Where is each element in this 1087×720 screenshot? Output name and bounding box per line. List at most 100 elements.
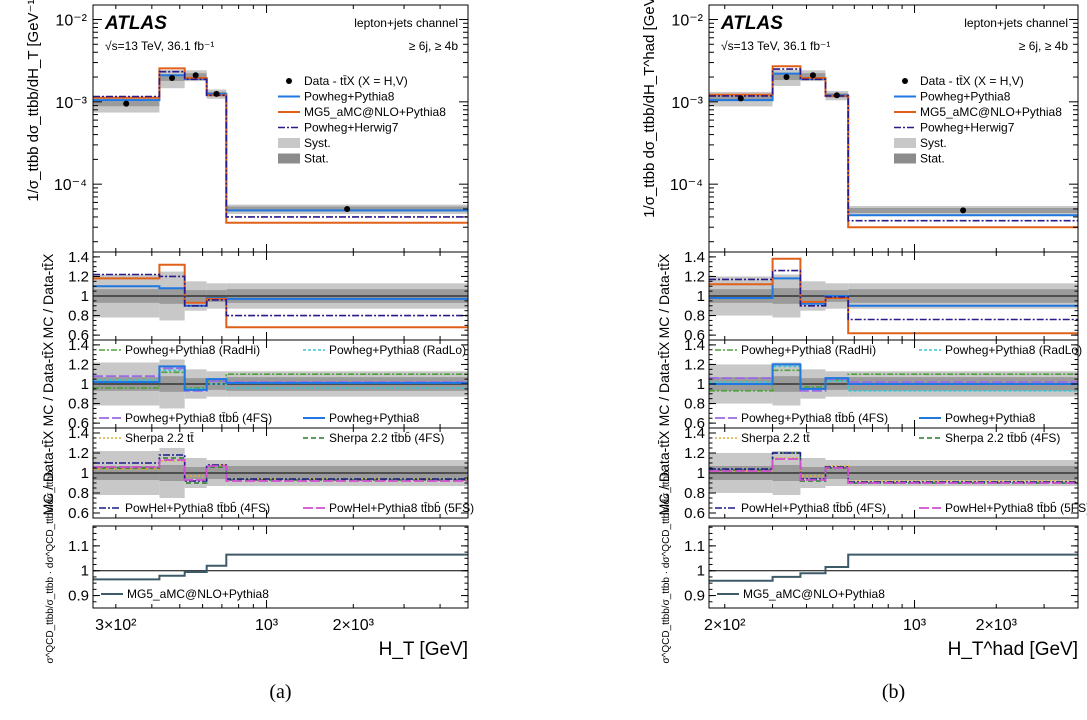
legend-label-powheg-herwig7: Powheg+Herwig7 bbox=[920, 121, 1015, 135]
selection-label: ≥ 6j, ≥ 4b bbox=[1019, 39, 1069, 53]
legend-label-powheg-pythia8-radhi: Powheg+Pythia8 (RadHi) bbox=[125, 343, 260, 357]
ratio-content bbox=[93, 448, 468, 498]
panel-a: 10⁻⁴ 10⁻³ 10⁻² 1/σ_ttbb dσ_ttbb/dH_T [GeV⁻¹… bbox=[25, 0, 474, 703]
qcd-ratio-panel: 0.9 1 1.1 σ^QCD_ttbb/σ_ttbb · dσ^QCD_ttbb/d… bbox=[661, 470, 1079, 664]
x-tick-label: 2×10² bbox=[704, 617, 746, 634]
y-tick-label: 1 bbox=[697, 288, 705, 305]
panel-b: 10⁻⁴ 10⁻³ 10⁻² 1/σ_ttbb dσ_ttbb/dH_T^had [G… bbox=[641, 0, 1087, 703]
series-powheg-herwig7 bbox=[709, 68, 1078, 222]
data-point bbox=[960, 207, 967, 214]
y-tick-label: 0.8 bbox=[68, 485, 89, 502]
y-tick-label: 1.4 bbox=[68, 249, 89, 266]
y-tick-label: 0.8 bbox=[68, 308, 89, 325]
series-powheg-pythia8 bbox=[93, 365, 468, 391]
legend-label-powheg-pythia8-radlo: Powheg+Pythia8 (RadLo) bbox=[329, 343, 466, 357]
y-tick-label: 1.1 bbox=[684, 538, 705, 555]
y-tick-label: 10⁻⁴ bbox=[670, 177, 703, 194]
channel-label: lepton+jets channel bbox=[964, 16, 1068, 30]
qcd-ratio-y-label: σ^QCD_ttbb/σ_ttbb · dσ^QCD_ttbb/dσ_ttbb bbox=[661, 470, 672, 663]
ratio-y-label: MC / Data-tt̄X bbox=[40, 430, 56, 515]
y-tick-label: 0.8 bbox=[68, 396, 89, 413]
y-tick-label: 1.4 bbox=[684, 425, 705, 442]
legend-label-data: Data - tt̄X (X = H,V) bbox=[304, 74, 408, 88]
ratio-y-label: MC / Data-tt̄X bbox=[40, 253, 56, 338]
x-axis-label: H_T [GeV] bbox=[379, 639, 468, 660]
legend-swatch-data bbox=[286, 78, 292, 84]
y-tick-label: 1.2 bbox=[684, 356, 705, 373]
x-tick-label: 10³ bbox=[255, 617, 279, 634]
legend-swatch-stat bbox=[894, 153, 916, 164]
series-powheg-pythia8 bbox=[709, 363, 1078, 390]
legend-label-powheg-pythia8-radhi: Powheg+Pythia8 (RadHi) bbox=[741, 343, 876, 357]
legend-swatch-syst bbox=[894, 138, 916, 148]
series-qcd-mg5-amc-nlo-pythia8 bbox=[93, 553, 468, 581]
data-point bbox=[833, 92, 840, 99]
ratio-panel-r3: 0.6 0.8 1 1.2 1.4 MC / Data-tt̄X Sherpa 2.2 tt… bbox=[656, 425, 1087, 522]
ratio-panel-r1: 0.6 0.8 1 1.2 1.4 MC / Data-tt̄X bbox=[40, 249, 469, 344]
legend-label-powheg-pythia8-tt-bb-4fs: Powheg+Pythia8 tt̄bb̄ (4FS) bbox=[741, 411, 888, 425]
y-tick-label: 0.6 bbox=[68, 327, 89, 344]
legend-label-mg5-amc-nlo-pythia8: MG5_aMC@NLO+Pythia8 bbox=[127, 587, 269, 601]
legend-swatch-data bbox=[902, 78, 908, 84]
y-tick-label: 1.1 bbox=[68, 538, 89, 555]
legend-label-powheg-pythia8: Powheg+Pythia8 bbox=[945, 411, 1036, 425]
y-tick-label: 0.8 bbox=[684, 485, 705, 502]
main-plot: 10⁻⁴ 10⁻³ 10⁻² 1/σ_ttbb dσ_ttbb/dH_T^had [G… bbox=[641, 0, 1079, 253]
selection-label: ≥ 6j, ≥ 4b bbox=[409, 39, 459, 53]
y-tick-label: 0.6 bbox=[684, 505, 705, 522]
y-tick-label: 1.4 bbox=[68, 425, 89, 442]
series-qcd-mg5-amc-nlo-pythia8 bbox=[709, 553, 1078, 582]
legend-label-stat: Stat. bbox=[304, 152, 329, 166]
y-tick-label: 10⁻² bbox=[671, 12, 703, 29]
legend-label-data: Data - tt̄X (X = H,V) bbox=[920, 74, 1024, 88]
y-tick-label: 1.2 bbox=[68, 268, 89, 285]
legend-label-powheg-pythia8-radlo: Powheg+Pythia8 (RadLo) bbox=[945, 343, 1082, 357]
ratio-y-label: MC / Data-tt̄X bbox=[40, 341, 56, 426]
ratio-content bbox=[709, 362, 1078, 406]
y-tick-label: 1.2 bbox=[68, 445, 89, 462]
y-tick-label: 0.6 bbox=[68, 415, 89, 432]
y-axis-label: 1/σ_ttbb dσ_ttbb/dH_T [GeV⁻¹] bbox=[25, 0, 42, 202]
y-tick-label: 0.9 bbox=[68, 588, 89, 605]
y-tick-label: 0.6 bbox=[684, 327, 705, 344]
ratio-y-label: MC / Data-tt̄X bbox=[656, 253, 672, 338]
legend-label-sherpa-2-2-tt-bb-4fs: Sherpa 2.2 tt̄bb̄ (4FS) bbox=[329, 431, 444, 445]
legend-label-powhel-pythia8-tt-bb-4fs: PowHel+Pythia8 tt̄bb̄ (4FS) bbox=[125, 501, 270, 515]
x-tick-label: 10³ bbox=[903, 617, 927, 634]
series-powhel-pythia8-tt-bb-5fs bbox=[709, 458, 1078, 484]
y-tick-label: 0.9 bbox=[684, 588, 705, 605]
legend-label-stat: Stat. bbox=[920, 152, 945, 166]
y-tick-label: 0.6 bbox=[68, 505, 89, 522]
legend-swatch-stat bbox=[278, 153, 300, 164]
series-powheg-herwig7 bbox=[93, 70, 468, 218]
ratio-content bbox=[93, 359, 468, 409]
main-content bbox=[709, 65, 1078, 229]
legend-label-powheg-herwig7: Powheg+Herwig7 bbox=[304, 121, 399, 135]
y-tick-label: 0.8 bbox=[684, 396, 705, 413]
y-tick-label: 1 bbox=[81, 288, 89, 305]
legend-label-syst: Syst. bbox=[920, 136, 947, 150]
x-tick-label: 3×10² bbox=[95, 617, 137, 634]
main-content bbox=[93, 67, 468, 224]
data-point bbox=[737, 95, 744, 102]
series-powheg-herwig7 bbox=[93, 273, 468, 317]
x-tick-label: 2×10³ bbox=[976, 617, 1018, 634]
ratio-content bbox=[709, 451, 1078, 495]
legend-label-sherpa-2-2-tt-bb-4fs: Sherpa 2.2 tt̄bb̄ (4FS) bbox=[945, 431, 1060, 445]
qcd-ratio-y-label: σ^QCD_ttbb/σ_ttbb · dσ^QCD_ttbb/dσ_ttbb bbox=[45, 470, 56, 663]
y-tick-label: 0.6 bbox=[684, 415, 705, 432]
y-tick-label: 1.2 bbox=[684, 268, 705, 285]
ratio-panel-r1: 0.6 0.8 1 1.2 1.4 MC / Data-tt̄X bbox=[656, 249, 1079, 344]
qcd-ratio-panel: 0.9 1 1.1 σ^QCD_ttbb/σ_ttbb · dσ^QCD_ttbb/d… bbox=[45, 470, 469, 664]
y-tick-label: 1 bbox=[81, 376, 89, 393]
y-tick-label: 10⁻⁴ bbox=[54, 177, 87, 194]
y-tick-label: 10⁻³ bbox=[55, 95, 87, 112]
legend-label-powheg-pythia8-tt-bb-4fs: Powheg+Pythia8 tt̄bb̄ (4FS) bbox=[125, 411, 272, 425]
series-sherpa-2-2-tt bbox=[93, 460, 468, 480]
data-point bbox=[192, 72, 199, 79]
legend-label-powheg-pythia8: Powheg+Pythia8 bbox=[920, 90, 1011, 104]
legend-label-sherpa-2-2-tt: Sherpa 2.2 tt̄ bbox=[741, 431, 810, 445]
atlas-label: ATLAS bbox=[104, 13, 167, 34]
ratio-panel-r3: 0.6 0.8 1 1.2 1.4 MC / Data-tt̄X Sherpa 2.2 tt… bbox=[40, 425, 474, 522]
